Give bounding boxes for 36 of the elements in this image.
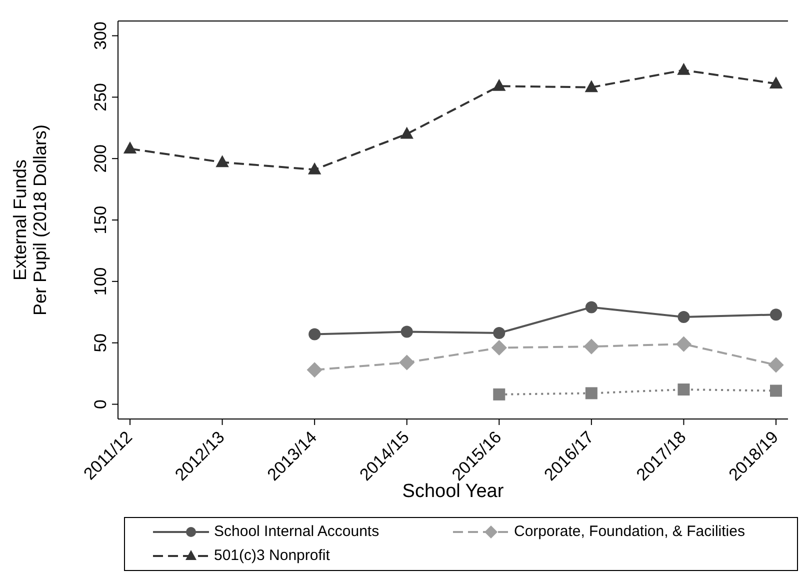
legend-label: 501(c)3 Nonprofit	[214, 546, 330, 566]
point	[768, 357, 784, 373]
point	[770, 384, 782, 397]
legend-label: School Internal Accounts	[214, 522, 380, 542]
point	[491, 340, 507, 356]
point	[492, 78, 506, 91]
y-tick-label: 300	[91, 22, 110, 50]
point	[676, 336, 692, 352]
point	[770, 308, 782, 321]
y-tick-label: 50	[91, 333, 110, 352]
y-tick-label: 200	[91, 144, 110, 173]
point	[400, 126, 414, 139]
y-tick-label: 150	[91, 206, 110, 234]
point	[399, 354, 415, 370]
point	[677, 62, 690, 75]
point	[585, 387, 598, 400]
y-tick-label: 0	[91, 400, 110, 409]
point	[308, 328, 321, 340]
point	[584, 80, 598, 92]
point	[308, 162, 322, 174]
legend-label: Corporate, Foundation, & Facilities	[514, 522, 745, 542]
y-axis-title: External Funds Per Pupil (2018 Dollars)	[10, 124, 50, 316]
x-axis-title: School Year	[402, 481, 504, 502]
y-tick-label: 250	[91, 82, 110, 112]
point	[216, 155, 229, 168]
point	[678, 311, 690, 324]
point	[584, 338, 600, 354]
point	[769, 76, 783, 88]
point	[585, 301, 598, 314]
point	[493, 388, 506, 400]
point	[678, 384, 690, 396]
point	[400, 326, 413, 338]
point	[123, 142, 137, 154]
y-tick-label: 100	[91, 267, 110, 296]
point	[306, 362, 322, 378]
point	[493, 327, 506, 340]
